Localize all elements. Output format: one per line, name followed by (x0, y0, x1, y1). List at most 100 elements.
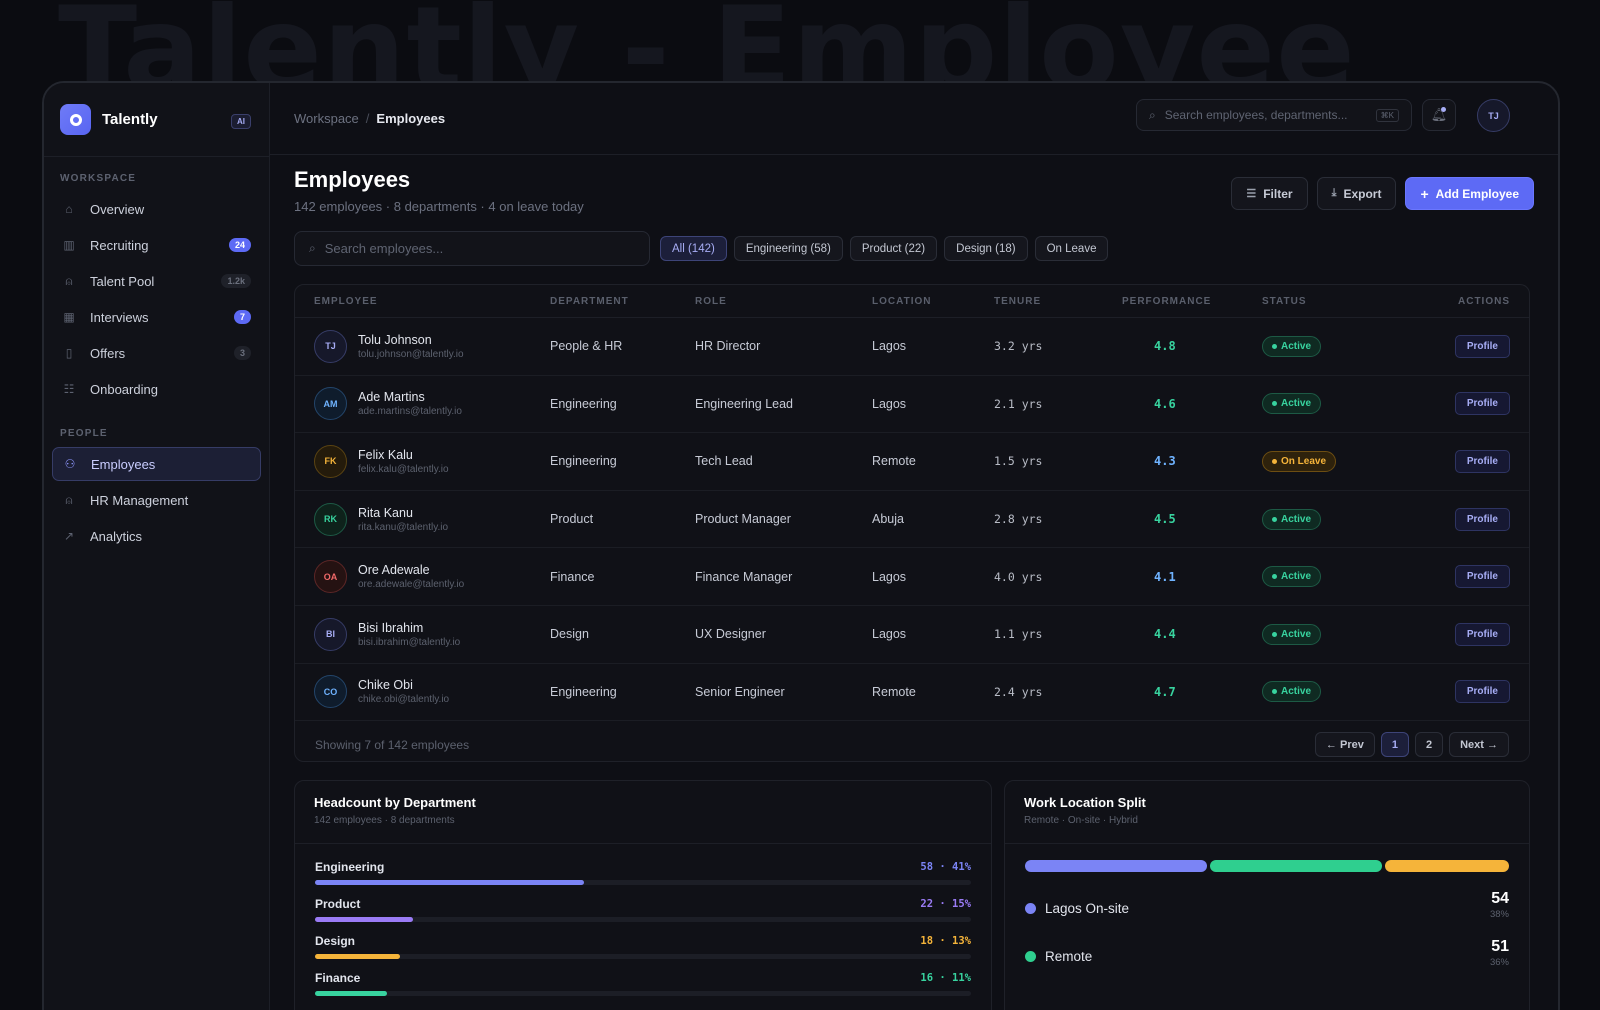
profile-button[interactable]: Profile (1454, 392, 1510, 416)
profile-button[interactable]: Profile (1454, 334, 1510, 358)
search-icon: ⌕ (309, 241, 316, 255)
role-cell: Product Manager (695, 512, 791, 527)
employee-name[interactable]: Chike Obi (358, 678, 413, 693)
sidebar-item-recruiting[interactable]: ▥ Recruiting 24 (52, 228, 261, 262)
employee-email: chike.obi@talently.io (358, 694, 450, 706)
employee-name[interactable]: Bisi Ibrahim (358, 620, 424, 635)
col-header-status[interactable]: STATUS (1262, 295, 1307, 307)
add-employee-label: Add Employee (1435, 186, 1519, 201)
employee-email: ade.martins@talently.io (358, 406, 462, 418)
table-row[interactable]: FK Felix Kalu felix.kalu@talently.io Eng… (295, 433, 1529, 491)
prev-page-button[interactable]: ← Prev (1314, 732, 1375, 758)
table-row[interactable]: OA Ore Adewale ore.adewale@talently.io F… (295, 548, 1529, 606)
avatar: RK (314, 502, 347, 536)
table-row[interactable]: BI Bisi Ibrahim bisi.ibrahim@talently.io… (295, 606, 1529, 664)
sidebar-item-label: Analytics (90, 528, 143, 544)
table-row[interactable]: TJ Tolu Johnson tolu.johnson@talently.io… (295, 318, 1529, 376)
department-bar-track (315, 880, 971, 885)
tenure-cell: 1.5 yrs (994, 454, 1043, 469)
col-header-tenure[interactable]: TENURE (994, 295, 1042, 307)
avatar: AM (314, 387, 347, 421)
tenure-cell: 2.4 yrs (994, 684, 1043, 699)
employee-name[interactable]: Rita Kanu (358, 505, 413, 520)
pagination: ← Prev 1 2 Next → (1314, 732, 1509, 758)
filter-chip[interactable]: Product (22) (849, 236, 938, 261)
notifications-button[interactable]: 🔔︎ (1422, 99, 1456, 131)
profile-button[interactable]: Profile (1454, 565, 1510, 589)
page-2-button[interactable]: 2 (1414, 732, 1444, 758)
performance-score: 4.8 (1154, 339, 1176, 354)
avatar: CO (314, 675, 347, 709)
performance-score: 4.4 (1154, 627, 1176, 642)
employee-cell: OA Ore Adewale ore.adewale@talently.io (295, 560, 550, 594)
employee-name[interactable]: Ade Martins (358, 390, 425, 405)
status-label: Active (1281, 513, 1312, 525)
add-employee-button[interactable]: + Add Employee (1405, 177, 1534, 210)
col-header-performance[interactable]: PERFORMANCE (1122, 295, 1212, 307)
page-1-button[interactable]: 1 (1380, 732, 1409, 758)
actions-cell: Profile (1422, 680, 1529, 704)
sidebar: Talently AI WORKSPACE ⌂ Overview ▥ Recruiti… (44, 83, 270, 1010)
sidebar-item-employees[interactable]: ⚇ Employees (52, 447, 261, 481)
breadcrumb-workspace-link[interactable]: Workspace (294, 111, 359, 126)
location-percent: 36% (1489, 957, 1509, 968)
location-split-subtitle: Remote · On-site · Hybrid (1024, 815, 1138, 826)
home-icon: ⌂ (65, 202, 73, 216)
export-button[interactable]: ⤓ Export (1316, 177, 1397, 210)
tenure-cell: 1.1 yrs (994, 627, 1043, 642)
page-actions: ☰ Filter ⤓ Export + Add Employee (1231, 177, 1534, 210)
department-cell: Design (550, 627, 589, 642)
avatar: FK (314, 444, 347, 478)
brand-logo-icon[interactable] (60, 104, 91, 135)
avatar: TJ (314, 329, 347, 363)
global-search-input[interactable]: ⌕ Search employees, departments... ⌘K (1136, 99, 1412, 131)
users-icon: ⚇ (64, 457, 76, 471)
table-header: EMPLOYEE DEPARTMENT ROLE LOCATION TENURE… (295, 285, 1529, 318)
role-cell: HR Director (695, 339, 761, 354)
col-header-department[interactable]: DEPARTMENT (550, 295, 629, 307)
sidebar-item-overview[interactable]: ⌂ Overview (52, 192, 261, 226)
filter-button-label: Filter (1263, 186, 1293, 201)
filter-chip[interactable]: Engineering (58) (733, 236, 843, 261)
table-row[interactable]: RK Rita Kanu rita.kanu@talently.io Produ… (295, 491, 1529, 549)
col-header-employee[interactable]: EMPLOYEE (314, 295, 378, 307)
count-badge: 1.2k (221, 274, 251, 288)
sidebar-item-label: Offers (90, 345, 126, 361)
filter-chip[interactable]: All (142) (660, 236, 727, 261)
status-dot (1272, 516, 1277, 522)
sidebar-item-offers[interactable]: ▯ Offers 3 (52, 336, 261, 370)
filter-chip[interactable]: On Leave (1034, 236, 1109, 261)
profile-button[interactable]: Profile (1454, 507, 1510, 531)
status-cell: Active (1262, 623, 1422, 645)
headcount-card: Headcount by Department 142 employees · … (294, 780, 992, 1010)
col-header-location[interactable]: LOCATION (872, 295, 932, 307)
location-split-card: Work Location Split Remote · On-site · H… (1004, 780, 1530, 1010)
sidebar-item-hr-management[interactable]: ⍝ HR Management (52, 483, 261, 517)
ghost-watermark-title: Talently - Employee (58, 0, 1356, 82)
employee-search-input[interactable]: ⌕ Search employees... (294, 231, 650, 266)
department-bar-track (315, 917, 971, 922)
col-header-role[interactable]: ROLE (695, 295, 727, 307)
next-page-button[interactable]: Next → (1449, 732, 1509, 758)
employee-name[interactable]: Felix Kalu (358, 447, 413, 462)
filter-chip[interactable]: Design (18) (944, 236, 1028, 261)
profile-button[interactable]: Profile (1454, 622, 1510, 646)
sidebar-item-talent-pool[interactable]: ⍝ Talent Pool 1.2k (52, 264, 261, 298)
table-row[interactable]: AM Ade Martins ade.martins@talently.io E… (295, 376, 1529, 434)
sidebar-item-analytics[interactable]: ↗ Analytics (52, 519, 261, 553)
sidebar-item-interviews[interactable]: ▦ Interviews 7 (52, 300, 261, 334)
table-row[interactable]: CO Chike Obi chike.obi@talently.io Engin… (295, 664, 1529, 722)
user-avatar[interactable]: TJ (1477, 99, 1510, 132)
export-button-label: Export (1343, 186, 1382, 201)
profile-button[interactable]: Profile (1454, 449, 1510, 473)
profile-button[interactable]: Profile (1454, 680, 1510, 704)
location-cell: Remote (872, 454, 916, 469)
filter-button[interactable]: ☰ Filter (1231, 177, 1308, 210)
global-search-placeholder: Search employees, departments... (1164, 108, 1348, 122)
employee-name[interactable]: Ore Adewale (358, 563, 430, 578)
sidebar-item-onboarding[interactable]: ☷ Onboarding (52, 372, 261, 406)
location-split-bar (1025, 860, 1509, 872)
location-row: Remote 51 36% (1025, 932, 1509, 980)
employee-name[interactable]: Tolu Johnson (358, 332, 432, 347)
sidebar-item-label: Overview (90, 201, 145, 217)
